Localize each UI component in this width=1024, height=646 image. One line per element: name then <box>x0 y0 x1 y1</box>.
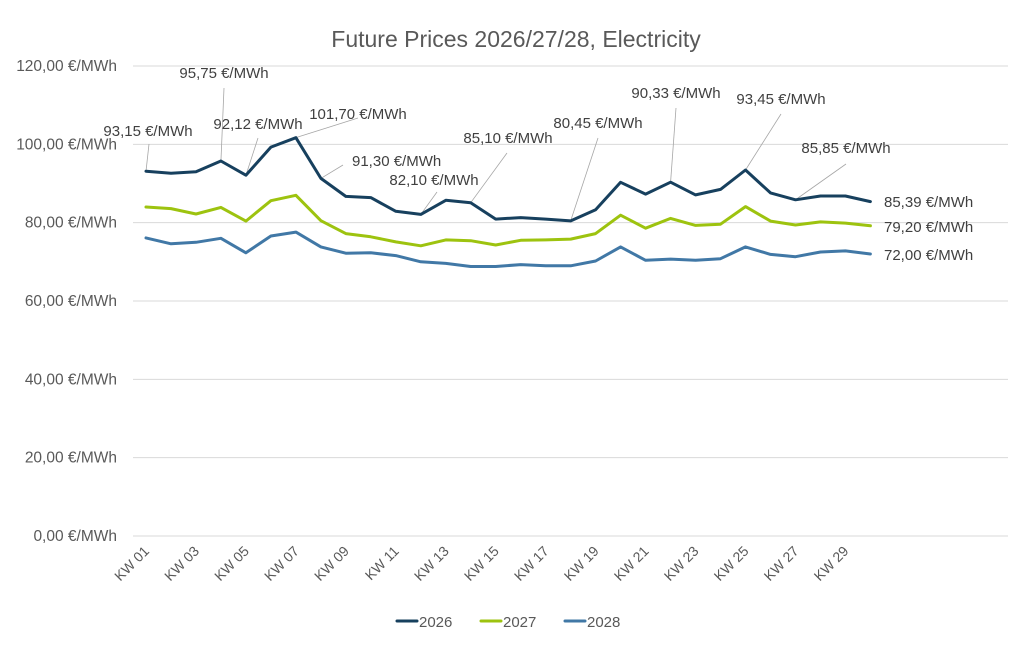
chart-title: Future Prices 2026/27/28, Electricity <box>331 26 701 52</box>
y-tick-label: 60,00 €/MWh <box>25 293 117 310</box>
y-tick-label: 100,00 €/MWh <box>16 136 117 153</box>
x-tick-label: KW 01 <box>111 543 152 584</box>
x-tick-label: KW 25 <box>711 543 752 584</box>
legend-label-2028: 2028 <box>587 614 620 631</box>
x-tick-label: KW 03 <box>161 543 202 584</box>
x-tick-label: KW 07 <box>261 543 302 584</box>
leader-line <box>245 137 259 176</box>
annotation-leaders <box>145 87 847 222</box>
leader-line <box>470 152 508 203</box>
x-tick-label: KW 15 <box>461 543 502 584</box>
x-tick-label: KW 17 <box>511 543 552 584</box>
y-tick-label: 20,00 €/MWh <box>25 450 117 467</box>
x-tick-label: KW 05 <box>211 543 252 584</box>
data-label: 85,10 €/MWh <box>463 130 552 147</box>
y-axis-ticks: 0,00 €/MWh 20,00 €/MWh 40,00 €/MWh 60,00 €/… <box>16 58 117 545</box>
leader-line <box>795 163 847 201</box>
x-tick-label: KW 27 <box>761 543 802 584</box>
data-label: 82,10 €/MWh <box>389 172 478 189</box>
data-label: 80,45 €/MWh <box>553 115 642 132</box>
x-tick-label: KW 21 <box>611 543 652 584</box>
x-tick-label: KW 09 <box>311 543 352 584</box>
series-line-2026 <box>144 136 872 223</box>
data-label: 92,12 €/MWh <box>213 116 302 133</box>
y-tick-label: 0,00 €/MWh <box>33 528 117 545</box>
data-label: 93,15 €/MWh <box>103 123 192 140</box>
leader-line <box>295 117 359 139</box>
leader-line <box>570 137 599 222</box>
data-label: 93,45 €/MWh <box>736 91 825 108</box>
gridlines <box>133 65 1008 537</box>
x-tick-label: KW 13 <box>411 543 452 584</box>
legend-label-2027: 2027 <box>503 614 536 631</box>
data-label: 95,75 €/MWh <box>179 65 268 82</box>
series-line-2028 <box>144 230 872 268</box>
x-axis-ticks: KW 01 KW 03 KW 05 KW 07 KW 09 KW 11 KW 13 KW 15… <box>111 543 852 584</box>
series-lines <box>144 136 872 268</box>
leader-line <box>670 107 677 183</box>
x-tick-label: KW 29 <box>811 543 852 584</box>
legend: 2026 2027 2028 <box>395 614 620 631</box>
leader-line <box>320 164 344 179</box>
data-label: 91,30 €/MWh <box>352 153 441 170</box>
x-tick-label: KW 23 <box>661 543 702 584</box>
series-line-2027 <box>144 193 872 248</box>
leader-line <box>745 113 782 171</box>
leader-line <box>420 191 438 215</box>
data-label: 101,70 €/MWh <box>309 106 407 123</box>
data-label: 72,00 €/MWh <box>884 247 973 264</box>
leader-line <box>145 143 150 172</box>
data-label: 79,20 €/MWh <box>884 219 973 236</box>
x-tick-label: KW 19 <box>561 543 602 584</box>
leader-line <box>220 87 225 161</box>
data-label: 90,33 €/MWh <box>631 85 720 102</box>
x-tick-label: KW 11 <box>362 543 402 583</box>
data-label: 85,85 €/MWh <box>801 140 890 157</box>
y-tick-label: 120,00 €/MWh <box>16 58 117 75</box>
y-tick-label: 40,00 €/MWh <box>25 371 117 388</box>
data-labels: 93,15 €/MWh 95,75 €/MWh 92,12 €/MWh 101,70 … <box>103 65 973 264</box>
data-label: 85,39 €/MWh <box>884 194 973 211</box>
legend-label-2026: 2026 <box>419 614 452 631</box>
y-tick-label: 80,00 €/MWh <box>25 215 117 232</box>
